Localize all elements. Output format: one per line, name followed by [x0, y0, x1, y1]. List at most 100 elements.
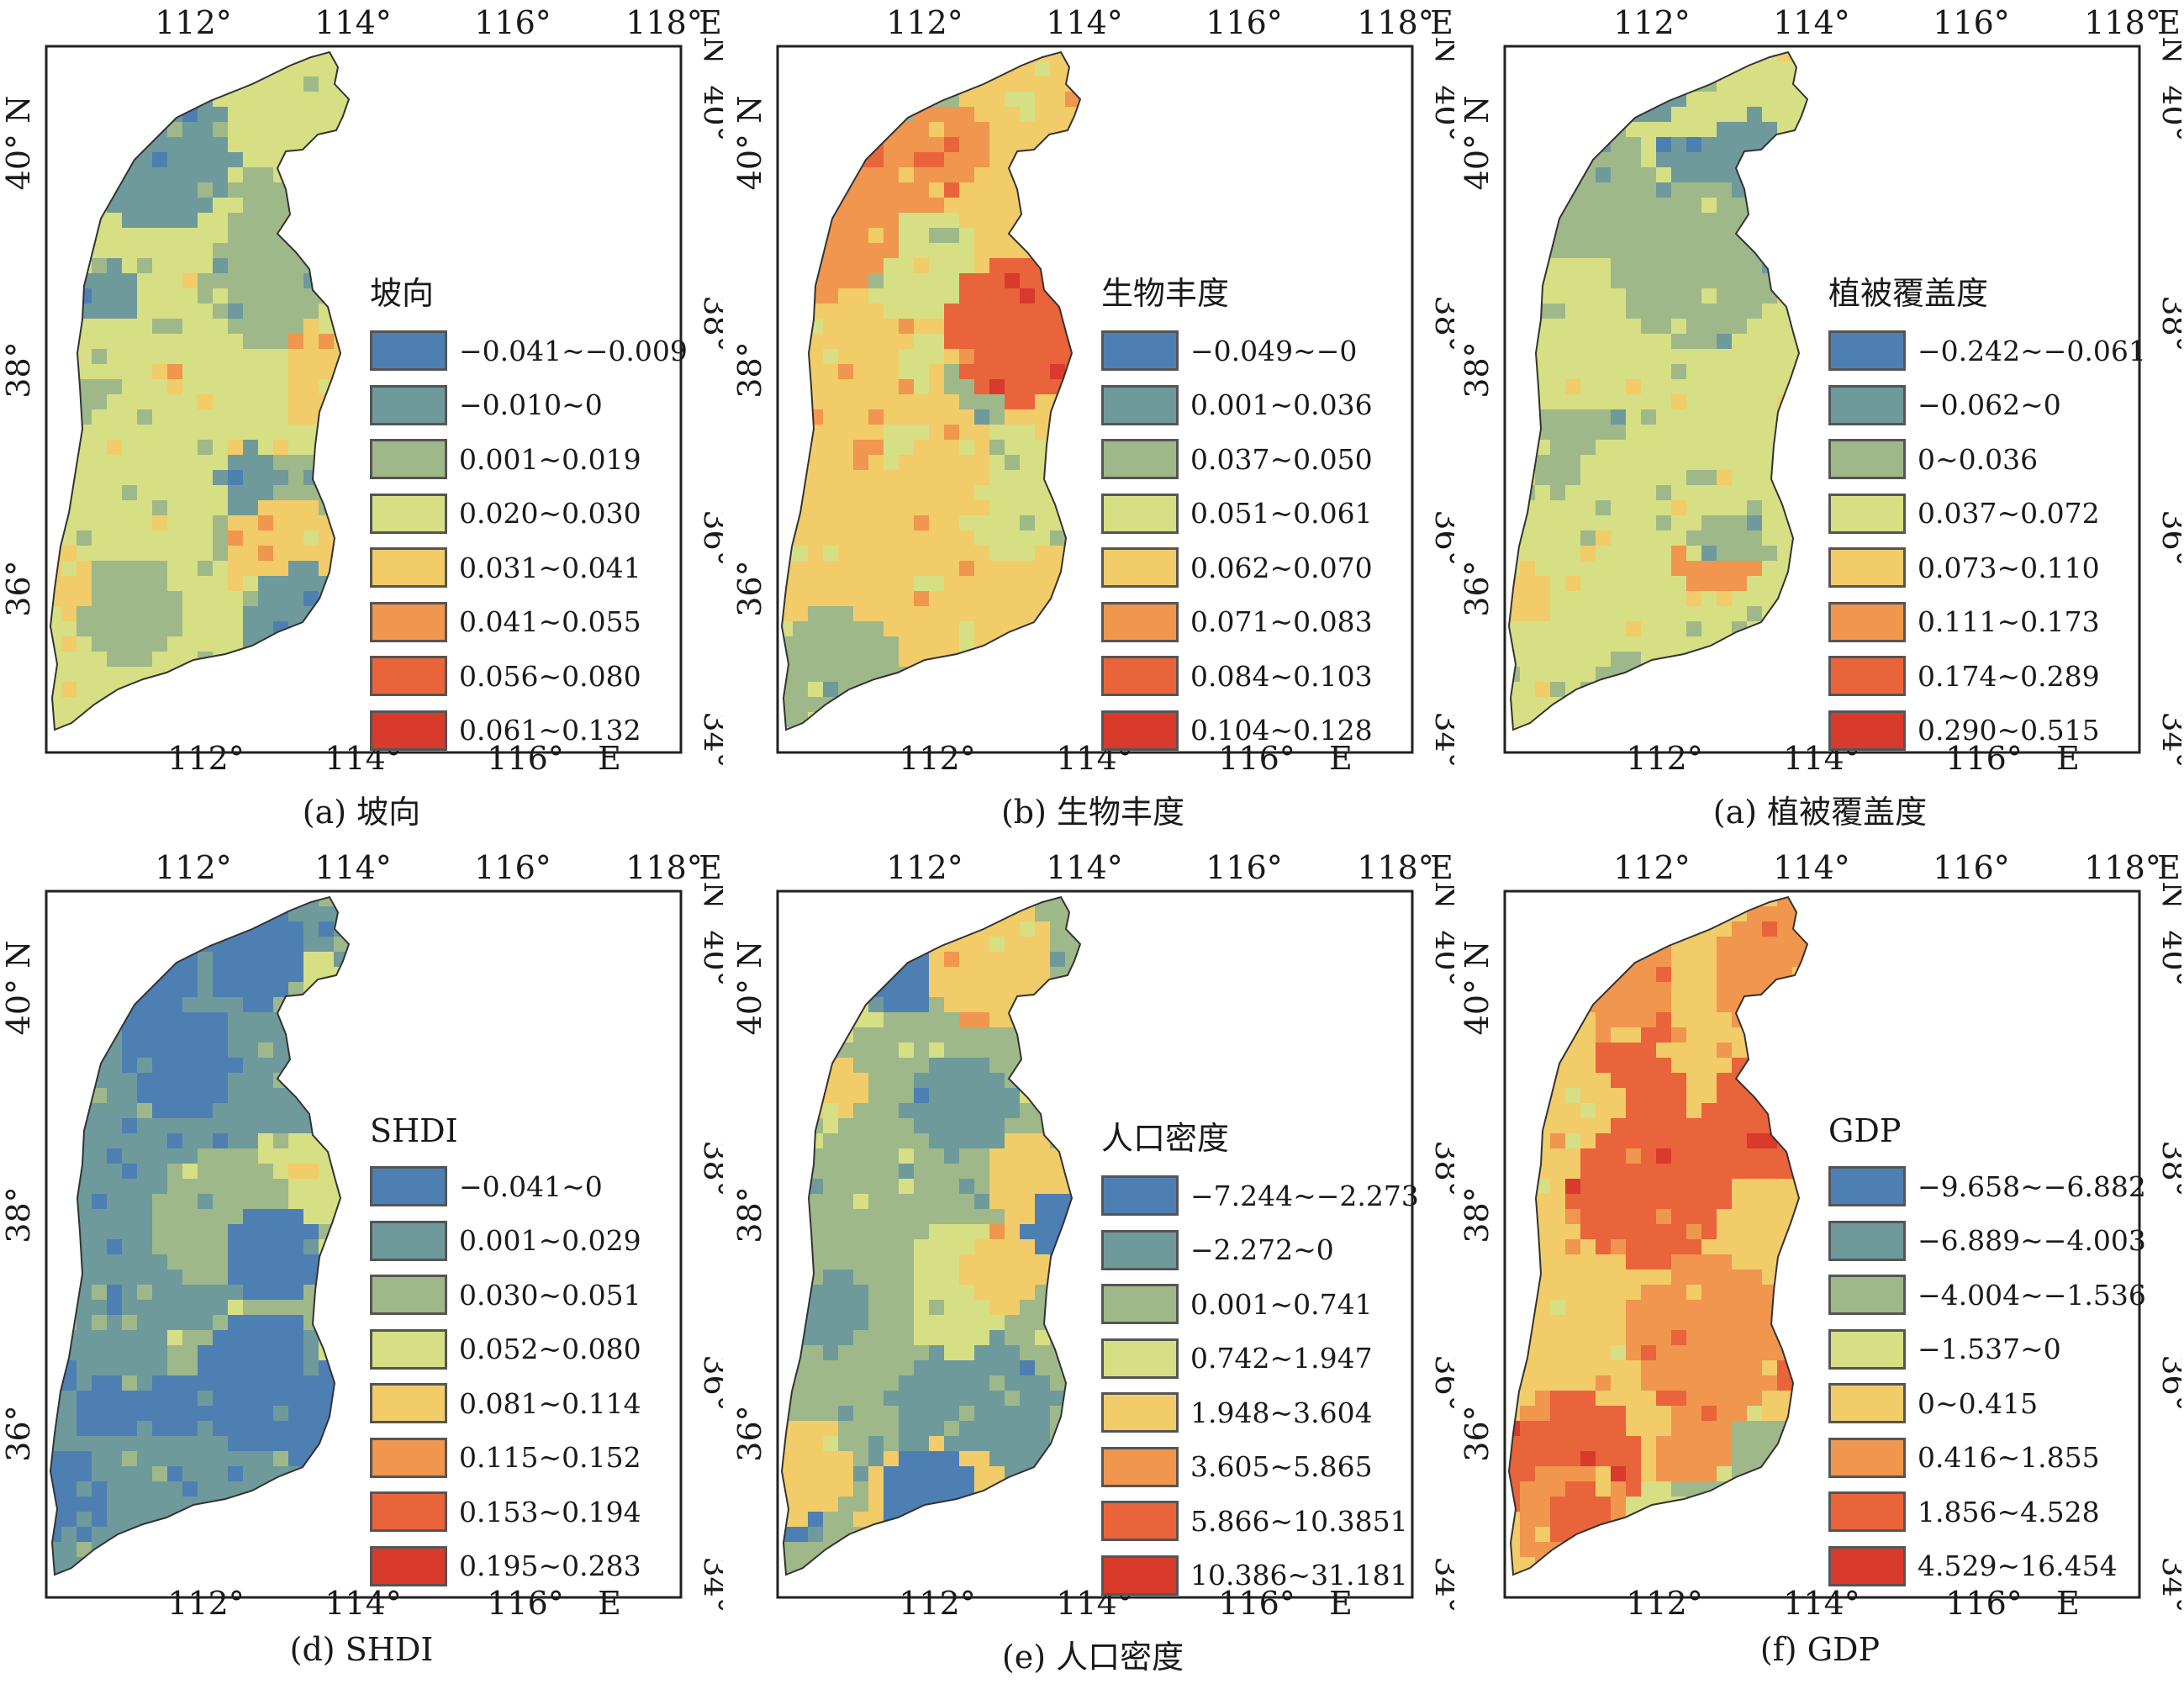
legend-swatch — [1101, 601, 1179, 642]
map-panel-vegetation-coverage: 112° 114° 116° 118° E 112° 114° 116° E 40° N 38° 36… — [1459, 0, 2181, 832]
map-legend: 坡向 −0.041~−0.009 −0.010~0 0.001~0.019 0.020~… — [370, 267, 688, 758]
legend-label: 0.051~0.061 — [1190, 497, 1373, 531]
legend-swatch — [1101, 710, 1179, 751]
legend-swatch — [1101, 1284, 1179, 1325]
legend-swatch — [1828, 601, 1906, 642]
legend-swatch — [370, 656, 447, 697]
right-tick-label: 38° — [2155, 295, 2181, 351]
legend-item: 0.001~0.019 — [370, 432, 688, 487]
top-tick-label: 112° — [155, 849, 232, 886]
legend-item: −2.272~0 — [1101, 1223, 1419, 1278]
right-tick-label: 38° — [2155, 1140, 2181, 1196]
legend-item: 1.948~3.604 — [1101, 1386, 1419, 1440]
right-tick-label: 34° — [2155, 1556, 2181, 1613]
right-tick-label: 38° — [1428, 1140, 1454, 1196]
bottom-tick-label: 116° — [1218, 740, 1295, 777]
legend-label: 0.061~0.132 — [459, 714, 641, 747]
legend-swatch — [1101, 656, 1179, 697]
right-tick-label: N — [697, 881, 723, 909]
panel-caption: (a) 植被覆盖度 — [1712, 794, 1928, 831]
legend-label: 0.081~0.114 — [459, 1386, 641, 1420]
legend-label: 0.290~0.515 — [1918, 714, 2100, 747]
map-frame — [1503, 890, 2141, 1599]
legend-label: −2.272~0 — [1190, 1233, 1334, 1267]
left-tick-label: 40° N — [0, 96, 37, 191]
legend-swatch — [370, 710, 447, 751]
legend-item: 0~0.415 — [1828, 1376, 2146, 1431]
bottom-tick-label: 114° — [324, 1585, 402, 1622]
legend-title: GDP — [1828, 1112, 1902, 1149]
top-tick-label: 118° — [625, 849, 703, 886]
legend-swatch — [1101, 439, 1179, 480]
legend-item: −0.242~−0.061 — [1828, 324, 2146, 378]
raster-layer — [50, 897, 349, 1575]
map-legend: 植被覆盖度 −0.242~−0.061 −0.062~0 0~0.036 0.037~0… — [1828, 267, 2146, 758]
legend-label: 0.037~0.050 — [1190, 442, 1373, 476]
right-tick-label: N — [1428, 36, 1454, 64]
legend-item: 0.052~0.080 — [370, 1322, 641, 1377]
legend-swatch — [1828, 710, 1906, 751]
legend-swatch — [370, 1166, 447, 1207]
legend-label: −1.537~0 — [1918, 1333, 2061, 1366]
legend-swatch — [370, 547, 447, 589]
top-tick-label: E — [699, 849, 722, 886]
bottom-tick-label: 112° — [899, 1585, 976, 1622]
map-legend: SHDI −0.041~0 0.001~0.029 0.030~0.051 0.052~… — [370, 1112, 641, 1593]
legend-swatch — [1828, 656, 1906, 697]
legend-swatch — [1101, 1555, 1179, 1596]
legend-label: 3.605~5.865 — [1190, 1450, 1373, 1484]
top-tick-label: E — [1430, 849, 1453, 886]
legend-swatch — [1828, 493, 1906, 534]
top-tick-label: 116° — [1933, 849, 2010, 886]
top-tick-label: E — [2157, 849, 2181, 886]
right-tick-label: 38° — [1428, 295, 1454, 351]
legend-item: 0.111~0.173 — [1828, 595, 2146, 650]
left-tick-label: 40° N — [1459, 941, 1496, 1036]
legend-item: 0.153~0.194 — [370, 1485, 641, 1539]
bottom-tick-label: E — [2056, 740, 2080, 777]
legend-item: 0.290~0.515 — [1828, 704, 2146, 758]
legend-swatch — [1828, 1491, 1906, 1533]
legend-item: 0.001~0.036 — [1101, 378, 1373, 433]
right-tick-label: N — [2155, 36, 2181, 64]
legend-item: 0.056~0.080 — [370, 649, 688, 704]
legend-label: −6.889~−4.003 — [1918, 1224, 2146, 1258]
legend-item: 0.081~0.114 — [370, 1376, 641, 1431]
left-tick-label: 38° — [731, 1186, 768, 1243]
legend-label: 0.073~0.110 — [1918, 551, 2100, 584]
bottom-tick-label: 114° — [1783, 1585, 1860, 1622]
legend-item: −9.658~−6.882 — [1828, 1159, 2146, 1214]
legend-label: 5.866~10.3851 — [1190, 1504, 1408, 1538]
left-tick-label: 40° N — [0, 941, 37, 1036]
legend-swatch — [1101, 1501, 1179, 1542]
legend-label: 0.052~0.080 — [459, 1333, 641, 1366]
legend-item: 0.041~0.055 — [370, 595, 688, 650]
right-tick-label: 34° — [697, 1556, 723, 1613]
left-tick-label: 36° — [0, 560, 37, 616]
legend-item: −0.010~0 — [370, 378, 688, 433]
legend-swatch — [1828, 1437, 1906, 1478]
legend-swatch — [370, 493, 447, 534]
raster-layer — [782, 52, 1080, 730]
left-tick-label: 38° — [731, 341, 768, 398]
legend-swatch — [370, 330, 447, 372]
legend-item: −0.041~−0.009 — [370, 324, 688, 378]
legend-swatch — [1101, 1392, 1179, 1433]
legend-title: SHDI — [370, 1112, 458, 1149]
legend-label: 1.856~4.528 — [1918, 1495, 2100, 1528]
left-tick-label: 36° — [1459, 1405, 1496, 1461]
legend-swatch — [1101, 1175, 1179, 1217]
left-tick-label: 40° N — [731, 96, 768, 191]
legend-label: 0.174~0.289 — [1918, 659, 2100, 693]
raster-layer — [1509, 897, 1807, 1575]
left-tick-label: 36° — [731, 560, 768, 616]
right-tick-label: 36° — [1428, 509, 1454, 566]
bottom-tick-label: 116° — [1945, 740, 2023, 777]
map-frame — [1503, 45, 2141, 754]
top-tick-label: 116° — [1933, 4, 2010, 41]
raster-layer — [1509, 52, 1807, 730]
bottom-tick-label: E — [598, 740, 621, 777]
province-boundary — [1507, 50, 1809, 731]
